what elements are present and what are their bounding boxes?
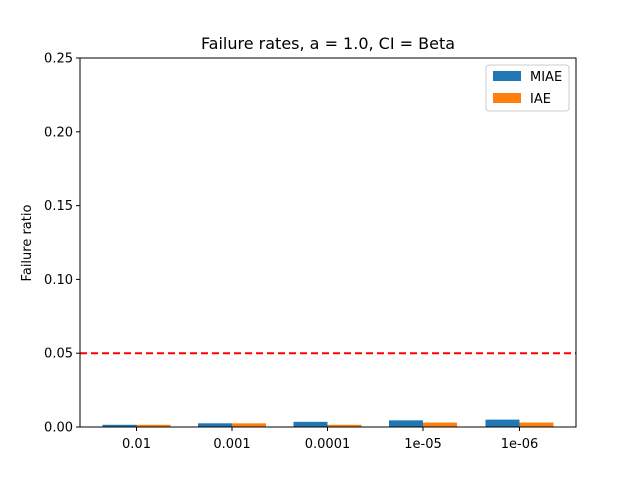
bar-iae: [519, 422, 554, 427]
bar-miae: [198, 423, 232, 427]
bar-miae: [102, 424, 137, 427]
plot-area: 0.00 0.05 0.10 0.15 0.20 0.25 0.01 0.001 0.0001 1…: [44, 52, 576, 452]
legend-label-miae: MIAE: [530, 70, 562, 85]
legend: MIAE IAE: [485, 64, 570, 112]
y-tick-label: 0.25: [44, 52, 73, 67]
bar-iae: [232, 423, 266, 427]
x-tick-label: 0.01: [122, 437, 151, 452]
x-tick-label: 1e-06: [501, 437, 539, 452]
chart-title: Failure rates, a = 1.0, CI = Beta: [201, 34, 455, 53]
y-tick-label: 0.20: [44, 125, 73, 140]
legend-swatch-miae: [493, 71, 521, 81]
legend-label-iae: IAE: [530, 92, 551, 107]
x-tick-label: 0.0001: [305, 437, 351, 452]
plot-frame: [79, 57, 577, 428]
x-tick-label: 1e-05: [404, 437, 442, 452]
bar-miae: [293, 421, 328, 427]
y-tick-label: 0.05: [44, 347, 73, 362]
x-tick-label: 0.001: [213, 437, 250, 452]
y-tick-label: 0.10: [44, 273, 73, 288]
bar-iae: [423, 422, 457, 427]
legend-swatch-iae: [493, 93, 521, 103]
y-axis-label: Failure ratio: [20, 205, 35, 282]
bar-iae: [327, 424, 362, 427]
y-tick-label: 0.00: [44, 421, 73, 436]
bar-miae: [485, 419, 520, 427]
bar-iae: [136, 424, 171, 427]
y-tick-label: 0.15: [44, 199, 73, 214]
bar-miae: [389, 420, 423, 427]
